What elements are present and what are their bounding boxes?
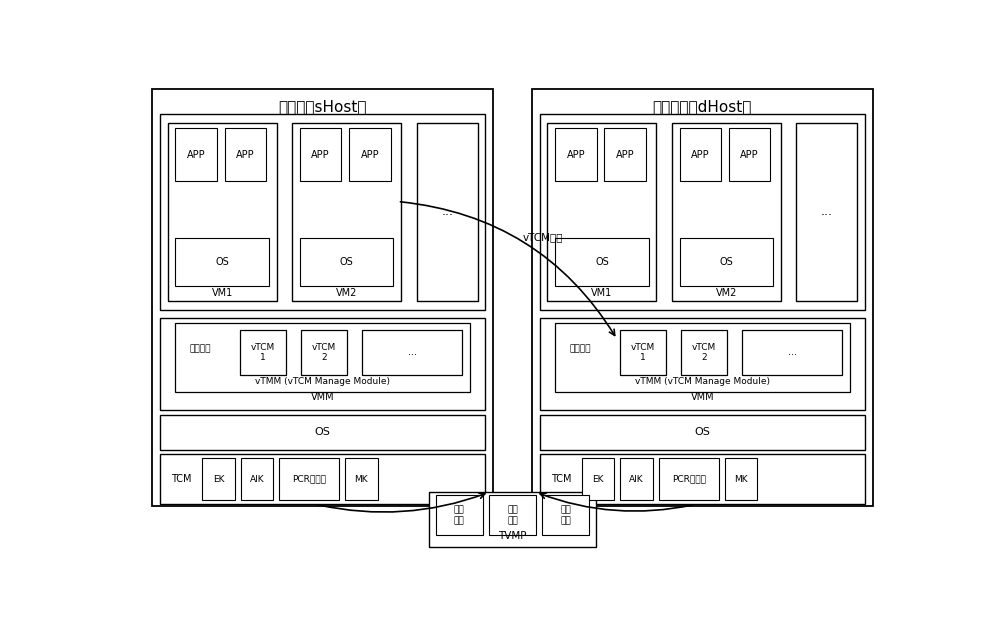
Bar [540,454,865,504]
Text: MK: MK [734,475,748,484]
Text: 实例列表: 实例列表 [569,345,591,354]
Bar [659,458,719,500]
Bar [672,123,781,301]
Text: APP: APP [311,149,330,160]
Text: APP: APP [616,149,634,160]
Bar [796,123,857,301]
Text: ...: ... [408,347,417,357]
Bar [292,123,401,301]
Text: ...: ... [788,347,797,357]
Text: VM1: VM1 [591,288,613,298]
Text: OS: OS [595,257,609,267]
Bar [202,458,235,500]
Text: OS: OS [215,257,229,267]
Text: EK: EK [213,475,224,484]
Text: APP: APP [740,149,759,160]
Text: VM2: VM2 [716,288,737,298]
Text: vTMM (vTCM Manage Module): vTMM (vTCM Manage Module) [635,377,770,386]
Text: OS: OS [340,257,354,267]
Text: APP: APP [691,149,710,160]
Text: APP: APP [567,149,585,160]
Text: TCM: TCM [171,474,191,484]
Bar [160,319,485,410]
Bar [349,128,391,181]
Bar [604,128,646,181]
Bar [241,458,273,500]
Bar [160,415,485,450]
Text: APP: APP [236,149,255,160]
Bar [279,458,339,500]
Text: 可信
证明: 可信 证明 [454,505,465,525]
Bar [547,123,656,301]
Text: vTCM
1: vTCM 1 [251,343,275,362]
Bar [540,319,865,410]
Bar [582,458,614,500]
Bar [742,330,842,374]
Bar [175,128,217,181]
Bar [168,123,277,301]
Bar [555,239,649,286]
Text: OS: OS [720,257,733,267]
Bar [152,89,493,507]
Text: TCM: TCM [551,474,571,484]
Text: ...: ... [821,205,833,218]
Bar [725,458,757,500]
Bar [620,330,666,374]
Bar [540,114,865,310]
Bar [300,239,393,286]
Text: TVMP: TVMP [498,531,527,541]
Text: VMM: VMM [311,392,334,402]
Bar [542,495,589,535]
Bar [175,323,470,392]
Text: 迁移
管理: 迁移 管理 [507,505,518,525]
Text: 实例列表: 实例列表 [190,345,211,354]
Bar [680,239,773,286]
Bar [240,330,286,374]
Text: AIK: AIK [250,475,264,484]
Bar [225,128,266,181]
Bar [680,128,721,181]
Bar [540,415,865,450]
Bar [729,128,770,181]
Bar [300,128,341,181]
Text: vTCM迁移: vTCM迁移 [523,232,563,242]
Text: vTCM
2: vTCM 2 [692,343,716,362]
Text: 目的主机（dHost）: 目的主机（dHost） [653,99,752,114]
Text: OS: OS [694,427,710,437]
Bar [175,239,269,286]
Text: APP: APP [187,149,205,160]
Text: VM1: VM1 [212,288,233,298]
Bar [436,495,483,535]
Text: PCR寄存器: PCR寄存器 [672,475,706,484]
Text: vTCM
2: vTCM 2 [312,343,336,362]
Bar [160,114,485,310]
Text: PCR寄存器: PCR寄存器 [292,475,326,484]
Text: ...: ... [441,205,453,218]
Bar [301,330,347,374]
Bar [362,330,462,374]
Text: vTMM (vTCM Manage Module): vTMM (vTCM Manage Module) [255,377,390,386]
Bar [417,123,478,301]
Bar [160,454,485,504]
Text: vTCM
1: vTCM 1 [631,343,655,362]
Text: EK: EK [592,475,604,484]
Bar [429,492,596,547]
Bar [681,330,727,374]
Text: 源主机（sHost）: 源主机（sHost） [278,99,367,114]
Text: VM2: VM2 [336,288,357,298]
Bar [620,458,653,500]
Bar [489,495,536,535]
Text: VMM: VMM [691,392,714,402]
Text: APP: APP [361,149,379,160]
Bar [555,128,597,181]
Text: OS: OS [315,427,331,437]
Bar [345,458,378,500]
Text: MK: MK [355,475,368,484]
Bar [532,89,873,507]
Bar [555,323,850,392]
Text: 证书
签发: 证书 签发 [560,505,571,525]
Text: AIK: AIK [629,475,644,484]
